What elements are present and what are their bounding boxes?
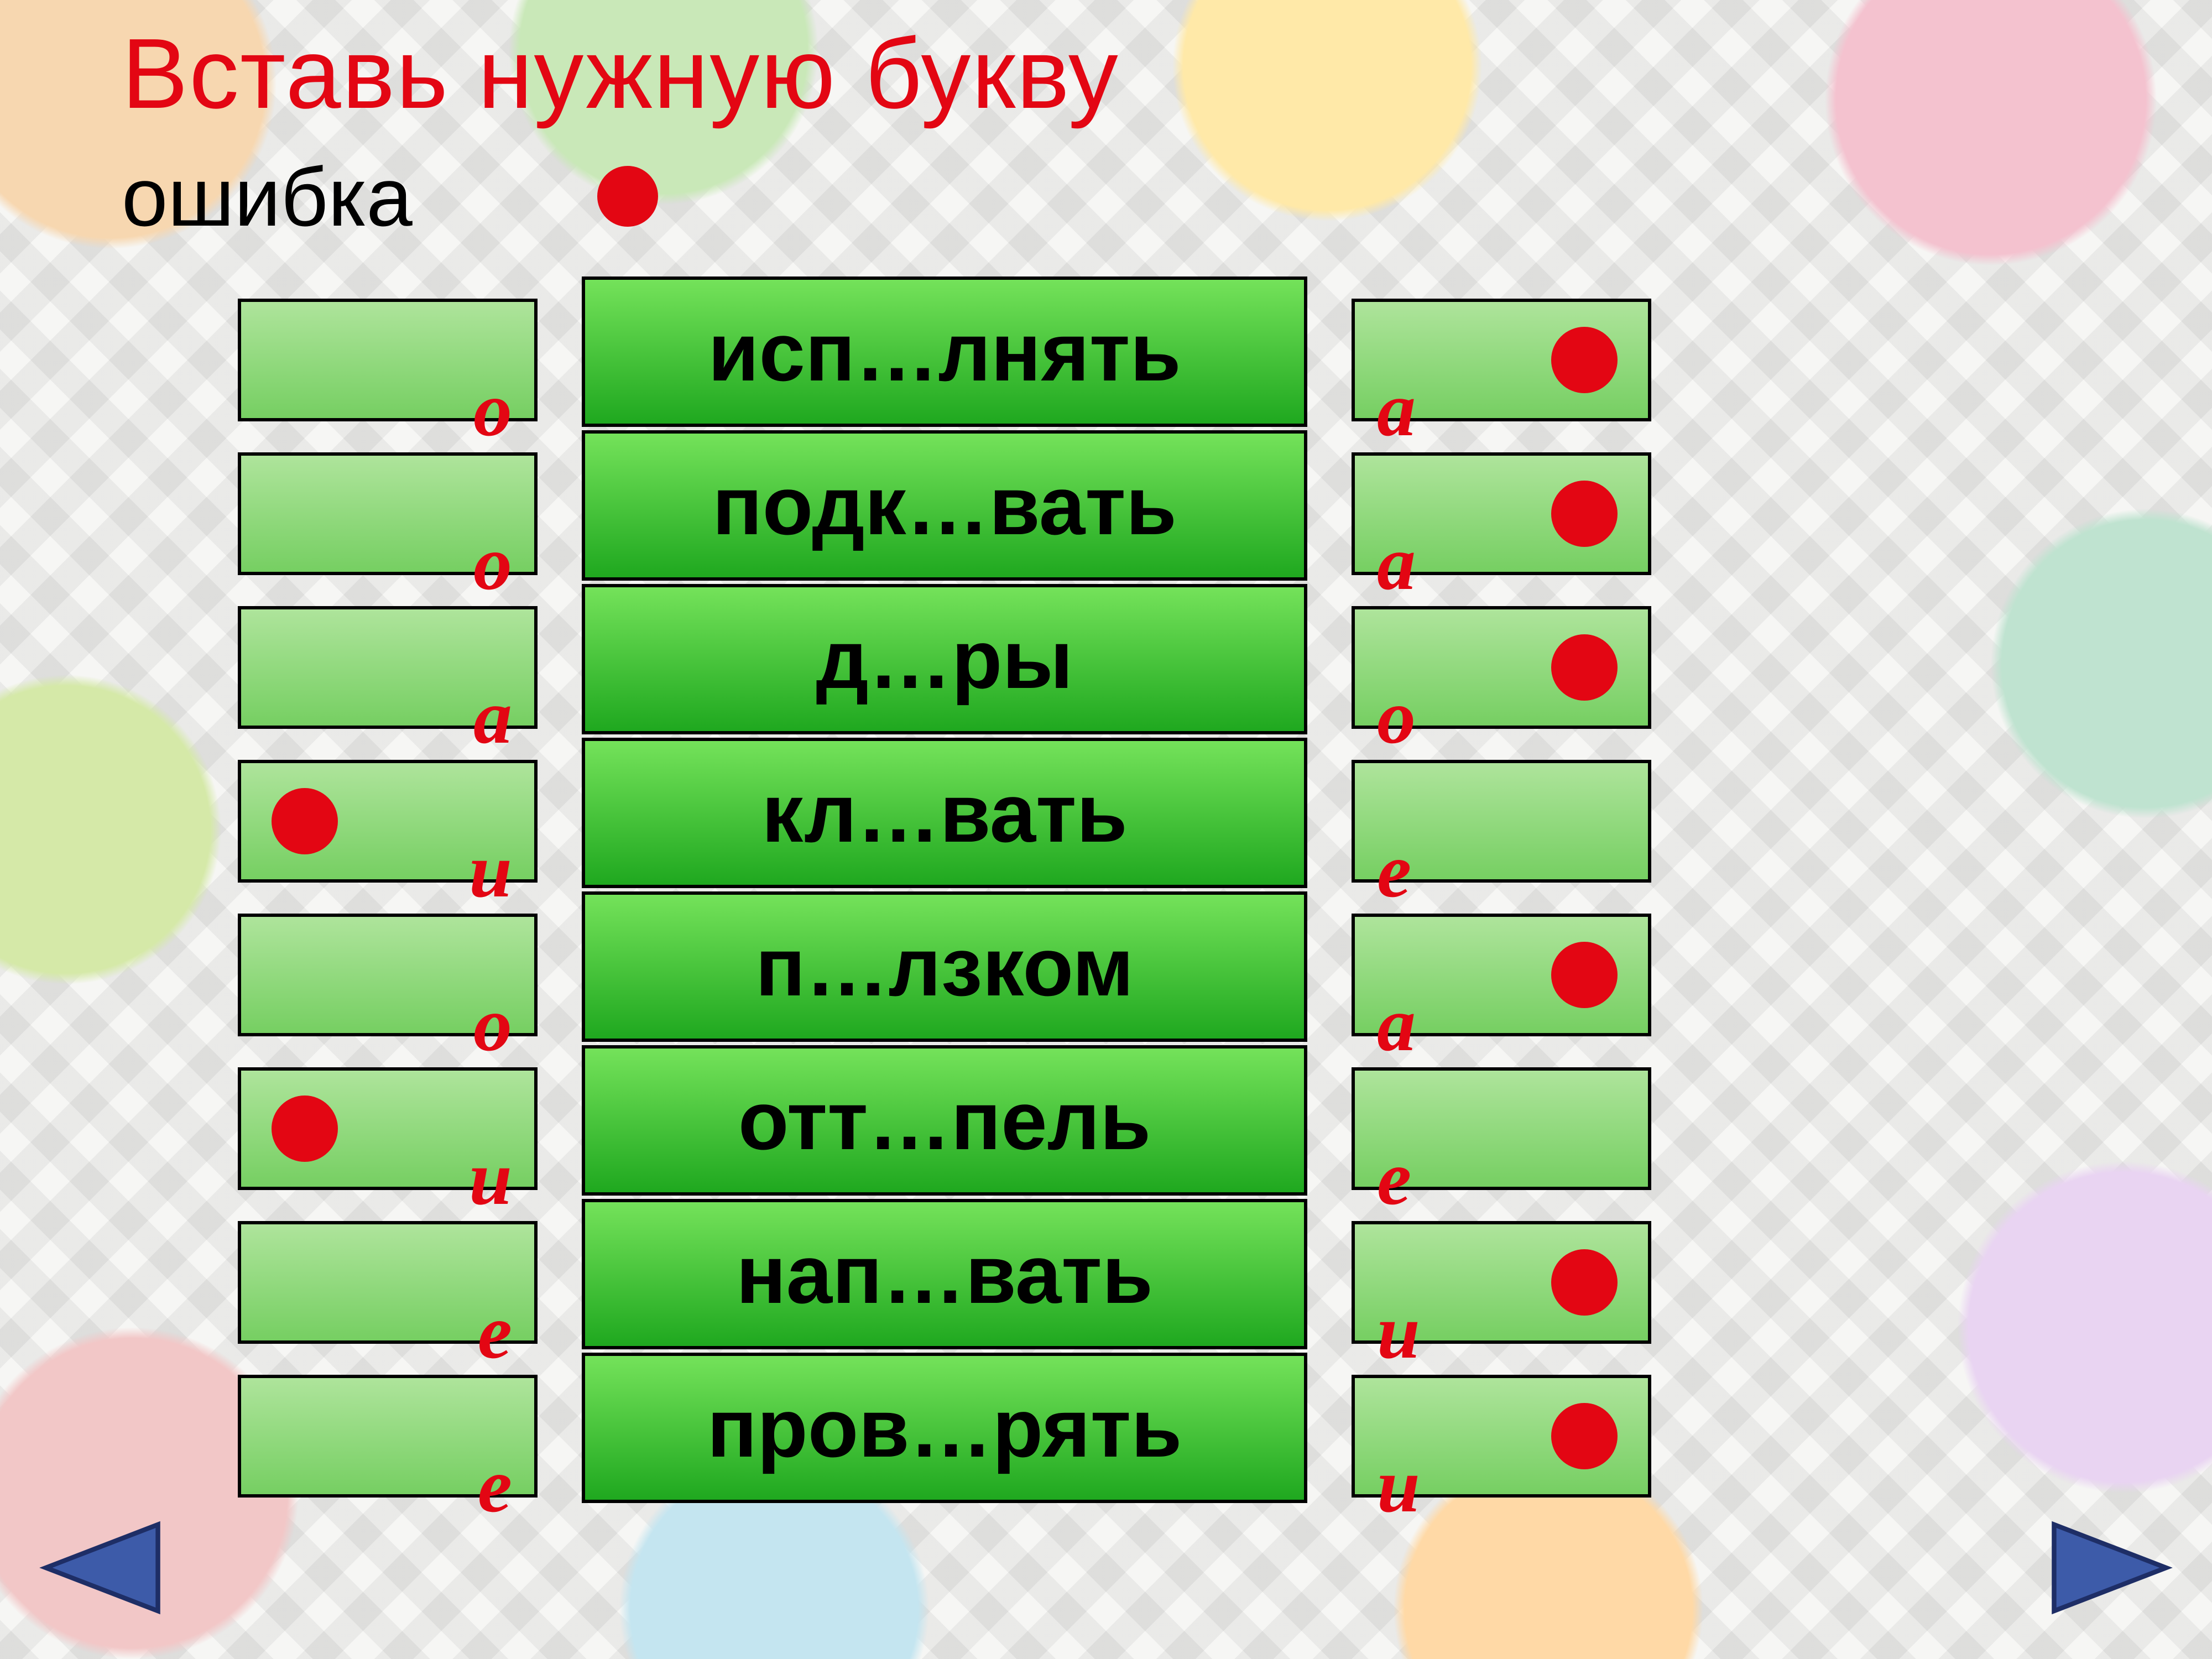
left-choice-letter: и — [469, 1134, 512, 1223]
word-cell: кл…вать — [582, 738, 1307, 888]
left-choice-letter: е — [478, 1287, 512, 1376]
left-choice-box[interactable]: о — [238, 914, 538, 1036]
left-choice-letter: о — [473, 365, 512, 454]
right-choice-letter: и — [1377, 1441, 1420, 1530]
left-choice-box[interactable]: и — [238, 760, 538, 883]
right-choice-box[interactable]: и — [1352, 1221, 1651, 1344]
legend-dot-icon — [597, 166, 658, 227]
left-choice-letter: и — [469, 826, 512, 915]
left-choice-letter: о — [473, 980, 512, 1069]
next-button[interactable] — [2052, 1515, 2173, 1620]
exercise-row: е нап…вать и — [238, 1199, 1651, 1353]
left-choice-letter: а — [473, 672, 512, 761]
right-choice-letter: а — [1377, 980, 1416, 1069]
error-dot-icon — [1551, 481, 1618, 547]
slide-background: Вставь нужную букву ошибка оисп…лнятьаоп… — [0, 0, 2212, 1659]
error-dot-icon — [1551, 634, 1618, 701]
right-choice-letter: е — [1377, 1134, 1411, 1223]
slide-title: Вставь нужную букву — [122, 17, 1119, 131]
error-dot-icon — [272, 1095, 338, 1162]
left-choice-box[interactable]: е — [238, 1375, 538, 1498]
error-dot-icon — [1551, 1249, 1618, 1316]
right-choice-letter: е — [1377, 826, 1411, 915]
exercise-row: и отт…пель е — [238, 1045, 1651, 1199]
left-choice-box[interactable]: о — [238, 299, 538, 421]
exercise-row: а д…ры о — [238, 584, 1651, 738]
right-choice-box[interactable]: е — [1352, 760, 1651, 883]
error-dot-icon — [1551, 942, 1618, 1008]
left-choice-box[interactable]: о — [238, 452, 538, 575]
exercise-row: е пров…рять и — [238, 1353, 1651, 1506]
legend-label: ошибка — [122, 149, 413, 245]
left-choice-box[interactable]: и — [238, 1067, 538, 1190]
right-choice-letter: а — [1377, 519, 1416, 608]
prev-button[interactable] — [39, 1515, 160, 1620]
word-cell: отт…пель — [582, 1045, 1307, 1196]
exercise-grid: оисп…лнятьаоподк…ватьаад…рыоикл…ватьеоп…… — [238, 276, 1651, 1506]
right-choice-box[interactable]: а — [1352, 299, 1651, 421]
error-dot-icon — [1551, 327, 1618, 393]
right-choice-box[interactable]: и — [1352, 1375, 1651, 1498]
right-choice-box[interactable]: е — [1352, 1067, 1651, 1190]
right-choice-letter: а — [1377, 365, 1416, 454]
exercise-row: о исп…лнять а — [238, 276, 1651, 430]
left-choice-letter: о — [473, 519, 512, 608]
word-cell: пров…рять — [582, 1353, 1307, 1503]
exercise-row: о п…лзком а — [238, 891, 1651, 1045]
left-choice-box[interactable]: е — [238, 1221, 538, 1344]
word-cell: исп…лнять — [582, 276, 1307, 427]
right-choice-box[interactable]: о — [1352, 606, 1651, 729]
word-cell: д…ры — [582, 584, 1307, 734]
exercise-row: и кл…вать е — [238, 738, 1651, 891]
exercise-row: о подк…вать а — [238, 430, 1651, 584]
word-cell: подк…вать — [582, 430, 1307, 581]
error-dot-icon — [272, 788, 338, 854]
right-choice-box[interactable]: а — [1352, 452, 1651, 575]
word-cell: нап…вать — [582, 1199, 1307, 1349]
right-choice-box[interactable]: а — [1352, 914, 1651, 1036]
right-choice-letter: и — [1377, 1287, 1420, 1376]
left-choice-letter: е — [478, 1441, 512, 1530]
word-cell: п…лзком — [582, 891, 1307, 1042]
right-choice-letter: о — [1377, 672, 1416, 761]
error-dot-icon — [1551, 1403, 1618, 1469]
left-choice-box[interactable]: а — [238, 606, 538, 729]
